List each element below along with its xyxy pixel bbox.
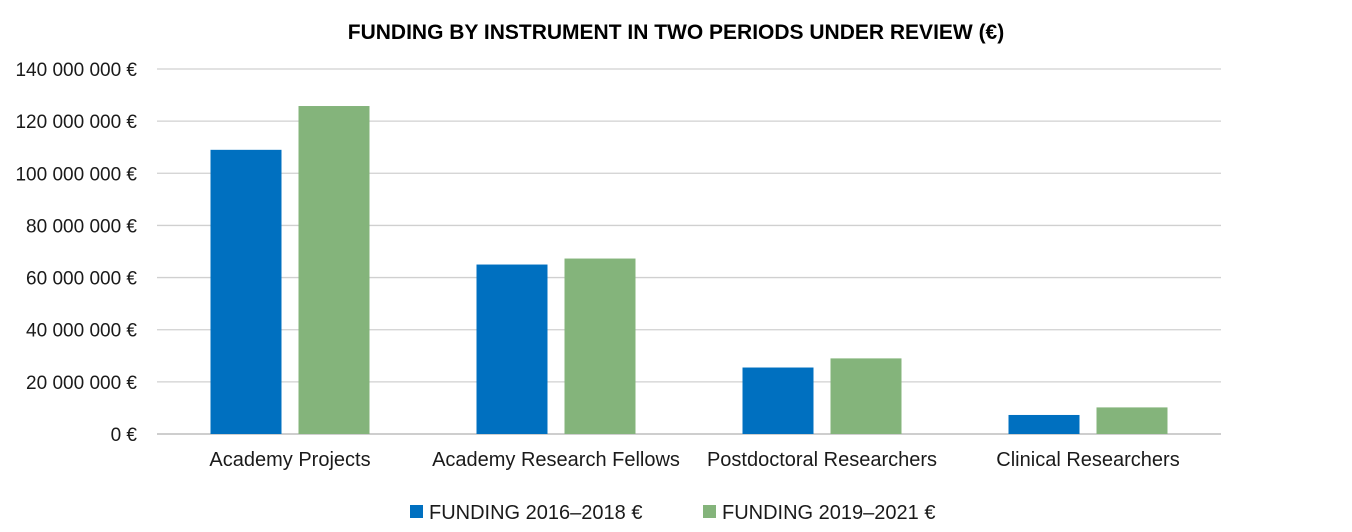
- legend: FUNDING 2016–2018 € FUNDING 2019–2021 €: [410, 502, 935, 524]
- y-tick-label: 60 000 000 €: [26, 269, 137, 290]
- chart-title: FUNDING BY INSTRUMENT IN TWO PERIODS UND…: [348, 21, 1004, 44]
- legend-label: FUNDING 2016–2018 €: [429, 502, 642, 524]
- y-tick-label: 40 000 000 €: [26, 321, 137, 342]
- category-label: Postdoctoral Researchers: [707, 449, 937, 471]
- bar: [742, 367, 814, 434]
- category-label: Academy Research Fellows: [432, 449, 680, 471]
- bar: [1008, 414, 1080, 434]
- legend-label: FUNDING 2019–2021 €: [722, 502, 935, 524]
- bar: [564, 258, 636, 434]
- y-tick-label: 120 000 000 €: [15, 112, 137, 133]
- bars: [210, 106, 1168, 435]
- legend-swatch: [703, 505, 716, 518]
- y-tick-label: 0 €: [111, 425, 138, 446]
- bar: [830, 358, 902, 434]
- y-tick-label: 140 000 000 €: [15, 60, 137, 81]
- bar: [298, 106, 370, 435]
- category-label: Academy Projects: [209, 449, 370, 471]
- bar: [1096, 407, 1168, 434]
- bar: [210, 149, 282, 435]
- y-tick-label: 100 000 000 €: [15, 164, 137, 185]
- y-axis-ticks: 0 € 20 000 000 € 40 000 000 € 60 000 000 € 8…: [15, 60, 137, 446]
- bar: [476, 264, 548, 434]
- y-tick-label: 20 000 000 €: [26, 373, 137, 394]
- category-label: Clinical Researchers: [996, 449, 1179, 471]
- legend-swatch: [410, 505, 423, 518]
- y-tick-label: 80 000 000 €: [26, 216, 137, 237]
- x-axis-categories: Academy Projects Academy Research Fellows…: [209, 449, 1179, 471]
